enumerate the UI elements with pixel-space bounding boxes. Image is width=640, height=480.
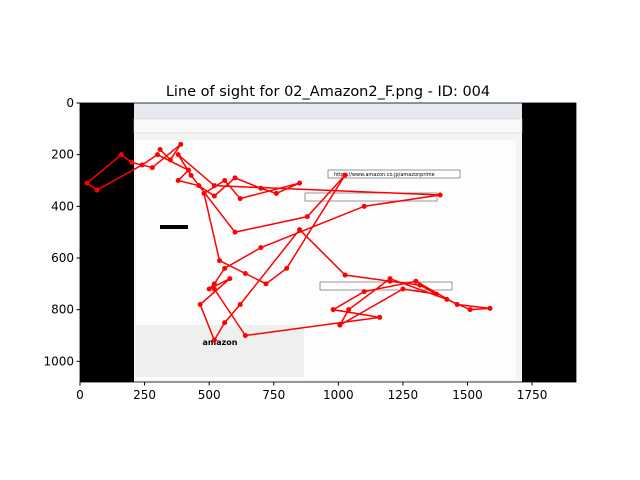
- link-box: [327, 169, 461, 179]
- gaze-point: [227, 276, 233, 282]
- gaze-point: [387, 276, 393, 282]
- chart-title: Line of sight for 02_Amazon2_F.png - ID:…: [166, 84, 490, 100]
- y-tick-label: 400: [51, 199, 74, 213]
- gaze-point: [175, 152, 181, 158]
- gaze-point: [232, 175, 238, 181]
- gaze-point: [337, 322, 343, 328]
- gaze-point: [467, 307, 473, 313]
- gaze-point: [94, 187, 100, 193]
- gaze-point: [211, 286, 217, 292]
- gaze-point: [149, 165, 155, 171]
- x-tick-label: 0: [76, 388, 84, 402]
- gaze-point: [211, 337, 217, 343]
- gaze-point: [186, 167, 191, 173]
- gaze-point: [167, 157, 173, 163]
- gaze-point: [237, 196, 243, 202]
- x-tick-label: 250: [133, 388, 156, 402]
- axes-frame: [79, 102, 577, 383]
- gaze-point: [129, 159, 135, 165]
- y-tick-label: 800: [51, 303, 74, 317]
- gaze-point: [297, 180, 303, 186]
- gaze-point: [330, 307, 336, 313]
- gaze-point: [196, 183, 202, 189]
- gaze-point: [400, 286, 406, 292]
- y-tick-label: 1000: [43, 354, 74, 368]
- gaze-point: [175, 178, 181, 183]
- gaze-point: [454, 302, 460, 307]
- gaze-point: [222, 265, 228, 271]
- gaze-point: [217, 258, 222, 264]
- gaze-point: [273, 190, 279, 196]
- gaze-point: [417, 282, 423, 288]
- gaze-point: [361, 203, 367, 209]
- y-tick-label: 600: [51, 251, 74, 265]
- plot-area: [84, 141, 493, 343]
- gaze-point: [139, 162, 145, 168]
- gaze-point: [237, 302, 243, 307]
- x-tick-label: 500: [198, 388, 221, 402]
- gaze-point: [342, 272, 348, 278]
- gaze-point: [178, 141, 184, 147]
- gaze-point: [342, 172, 348, 178]
- gaze-point: [377, 314, 383, 320]
- background-image: https://www.amazon.co.jp/amazonprime ama…: [80, 103, 576, 382]
- link-box: [304, 192, 438, 202]
- gaze-point: [434, 291, 439, 297]
- gaze-point: [413, 278, 419, 284]
- gaze-point: [444, 296, 450, 302]
- x-tick-label: 1250: [388, 388, 419, 402]
- x-tick-label: 1000: [323, 388, 354, 402]
- x-tick-label: 750: [262, 388, 285, 402]
- gaze-point: [297, 227, 303, 233]
- y-tick-label: 0: [66, 96, 74, 110]
- gaze-point: [232, 229, 238, 235]
- gaze-point: [304, 214, 310, 220]
- menu: [133, 118, 523, 134]
- gaze-point: [346, 307, 352, 313]
- gaze-point: [197, 302, 203, 307]
- gaze-point: [118, 152, 124, 158]
- gaze-point: [258, 185, 264, 191]
- image-text: https://www.amazon.co.jp/amazonprime: [334, 172, 435, 178]
- gaze-point: [361, 289, 367, 295]
- x-tick-label: 1500: [452, 388, 483, 402]
- gaze-point: [284, 265, 290, 271]
- gaze-point: [211, 281, 217, 287]
- gaze-point: [201, 190, 207, 196]
- redaction: [160, 225, 188, 229]
- footer: [136, 325, 304, 377]
- gaze-point: [222, 320, 228, 326]
- gaze-point: [487, 305, 493, 311]
- y-tick-label: 200: [51, 148, 74, 162]
- gaze-point: [437, 192, 443, 198]
- gaze-point: [211, 193, 217, 199]
- gaze-point: [242, 333, 248, 338]
- gaze-point: [222, 178, 228, 183]
- gaze-point: [242, 271, 248, 276]
- toolbar: [134, 103, 522, 119]
- gaze-point: [263, 281, 269, 287]
- x-tick-label: 1750: [517, 388, 548, 402]
- gaze-point: [188, 172, 194, 178]
- gaze-point: [211, 183, 217, 189]
- gaze-point: [157, 147, 163, 152]
- gaze-point: [155, 152, 160, 158]
- image-text: amazon: [203, 338, 238, 347]
- gaze-point: [84, 180, 90, 186]
- gaze-point: [258, 245, 264, 251]
- gaze-point: [206, 286, 212, 292]
